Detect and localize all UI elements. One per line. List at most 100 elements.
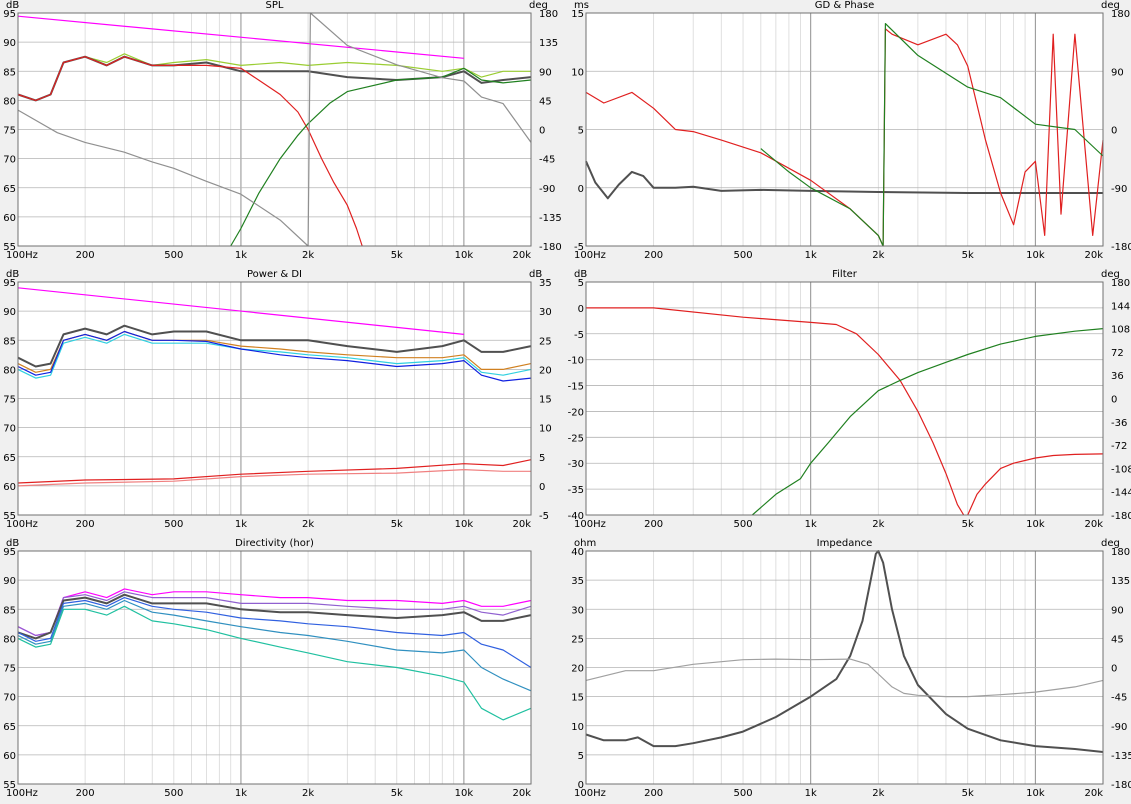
y-tick-label: 60 bbox=[3, 751, 16, 762]
y2-tick-label: 30 bbox=[539, 307, 552, 318]
x-tick-label: 10k bbox=[1026, 250, 1045, 261]
y-tick-label: -10 bbox=[568, 356, 584, 367]
y2-tick-label: 180 bbox=[539, 9, 558, 20]
chart-title: SPL bbox=[266, 0, 284, 11]
y2-tick-label: 20 bbox=[539, 365, 552, 376]
right-unit-label: deg bbox=[1101, 538, 1120, 549]
chart-impedance: 40 35 30 25 20 15 10 5 0 180 135 90 45 0 -45 -90 -135 -18… bbox=[571, 538, 1131, 799]
x-tick-label: 200 bbox=[644, 250, 663, 261]
x-tick-label: 200 bbox=[644, 788, 663, 799]
y-tick-label: 10 bbox=[571, 722, 584, 733]
x-tick-label: 5k bbox=[962, 519, 974, 530]
x-tick-label: 100Hz bbox=[574, 788, 606, 799]
series-line-2 bbox=[751, 328, 1104, 516]
right-unit-label: dB bbox=[529, 269, 542, 280]
y-tick-label: 55 bbox=[3, 242, 16, 253]
y-tick-label: 60 bbox=[3, 213, 16, 224]
x-tick-label: 2k bbox=[302, 788, 314, 799]
y2-tick-label: -180 bbox=[539, 242, 562, 253]
x-tick-label: 500 bbox=[733, 519, 752, 530]
plot-border bbox=[585, 550, 1104, 785]
y2-tick-label: 0 bbox=[1111, 395, 1117, 406]
chart-gd: 15 10 5 0 -5 180 90 0 -90 -180 100Hz 200 500 1k 2k 5k 10… bbox=[571, 0, 1131, 261]
series-line-3 bbox=[17, 330, 532, 382]
series-line-4 bbox=[17, 599, 532, 692]
y-tick-label: 65 bbox=[3, 453, 16, 464]
x-tick-label: 100Hz bbox=[6, 519, 38, 530]
x-tick-label: 2k bbox=[872, 788, 884, 799]
chart-title: GD & Phase bbox=[815, 0, 874, 11]
x-tick-label: 100Hz bbox=[6, 788, 38, 799]
y-tick-label: 75 bbox=[3, 126, 16, 137]
x-tick-label: 5k bbox=[962, 788, 974, 799]
series-group bbox=[585, 23, 1104, 247]
y-tick-label: 55 bbox=[3, 780, 16, 791]
y2-tick-label: 0 bbox=[539, 482, 545, 493]
series-line-2 bbox=[17, 56, 363, 247]
y-tick-label: 95 bbox=[3, 278, 16, 289]
y2-tick-label: -45 bbox=[539, 155, 555, 166]
y2-tick-label: 180 bbox=[1111, 278, 1130, 289]
x-tick-label: 10k bbox=[455, 250, 474, 261]
y-tick-label: 20 bbox=[571, 664, 584, 675]
x-tick-label: 100Hz bbox=[6, 250, 38, 261]
plot-border bbox=[17, 12, 532, 247]
x-tick-label: 5k bbox=[962, 250, 974, 261]
y-tick-label: 65 bbox=[3, 722, 16, 733]
y2-tick-label: 108 bbox=[1111, 325, 1130, 336]
y-tick-label: 80 bbox=[3, 634, 16, 645]
y-tick-label: 95 bbox=[3, 547, 16, 558]
x-tick-label: 100Hz bbox=[574, 250, 606, 261]
chart-title: Power & DI bbox=[247, 269, 302, 280]
y2-tick-label: 0 bbox=[1111, 126, 1117, 137]
y2-tick-label: 180 bbox=[1111, 547, 1130, 558]
y2-tick-label: 5 bbox=[539, 453, 545, 464]
x-tick-label: 20k bbox=[512, 250, 531, 261]
y-tick-label: 90 bbox=[3, 576, 16, 587]
left-unit-label: dB bbox=[6, 269, 19, 280]
series-line-5 bbox=[17, 12, 532, 247]
series-line-0 bbox=[585, 160, 1103, 200]
series-line-5 bbox=[17, 605, 532, 721]
y-tick-label: 80 bbox=[3, 365, 16, 376]
y-tick-label: 90 bbox=[3, 307, 16, 318]
y2-tick-label: 72 bbox=[1111, 348, 1124, 359]
y2-tick-label: 45 bbox=[539, 96, 552, 107]
x-tick-label: 5k bbox=[391, 250, 403, 261]
y-tick-label: 5 bbox=[578, 278, 584, 289]
y-tick-label: 15 bbox=[571, 693, 584, 704]
x-tick-label: 1k bbox=[805, 788, 817, 799]
series-line-0 bbox=[586, 307, 965, 516]
series-line-2 bbox=[17, 593, 532, 640]
x-tick-label: 500 bbox=[164, 519, 183, 530]
x-tick-label: 200 bbox=[644, 519, 663, 530]
y2-tick-label: -180 bbox=[1111, 242, 1131, 253]
series-line-0 bbox=[585, 550, 1104, 753]
x-tick-label: 1k bbox=[235, 250, 247, 261]
series-line-1 bbox=[585, 28, 1104, 247]
series-line-1 bbox=[967, 453, 1104, 516]
y2-tick-label: -180 bbox=[1111, 511, 1131, 522]
y-tick-label: -5 bbox=[574, 330, 584, 341]
y2-tick-label: -90 bbox=[539, 184, 555, 195]
y2-tick-label: -135 bbox=[539, 213, 562, 224]
x-tick-label: 5k bbox=[391, 788, 403, 799]
series-line-4 bbox=[17, 15, 464, 59]
series-line-4 bbox=[17, 287, 464, 335]
x-tick-label: 1k bbox=[235, 788, 247, 799]
y2-tick-label: 144 bbox=[1111, 301, 1130, 312]
chart-power: 95 90 85 80 75 70 65 60 55 35 30 25 20 15 10 5 0 -5 100Hz 2… bbox=[3, 269, 551, 530]
left-unit-label: dB bbox=[574, 269, 587, 280]
y2-tick-label: 15 bbox=[539, 395, 552, 406]
series-line-3 bbox=[230, 67, 532, 247]
left-unit-label: dB bbox=[6, 538, 19, 549]
y2-tick-label: -36 bbox=[1111, 418, 1127, 429]
x-tick-label: 20k bbox=[1084, 250, 1103, 261]
plot-border bbox=[585, 281, 1104, 516]
y-tick-label: -5 bbox=[574, 242, 584, 253]
y2-tick-label: -90 bbox=[1111, 722, 1127, 733]
series-group bbox=[586, 307, 1104, 516]
